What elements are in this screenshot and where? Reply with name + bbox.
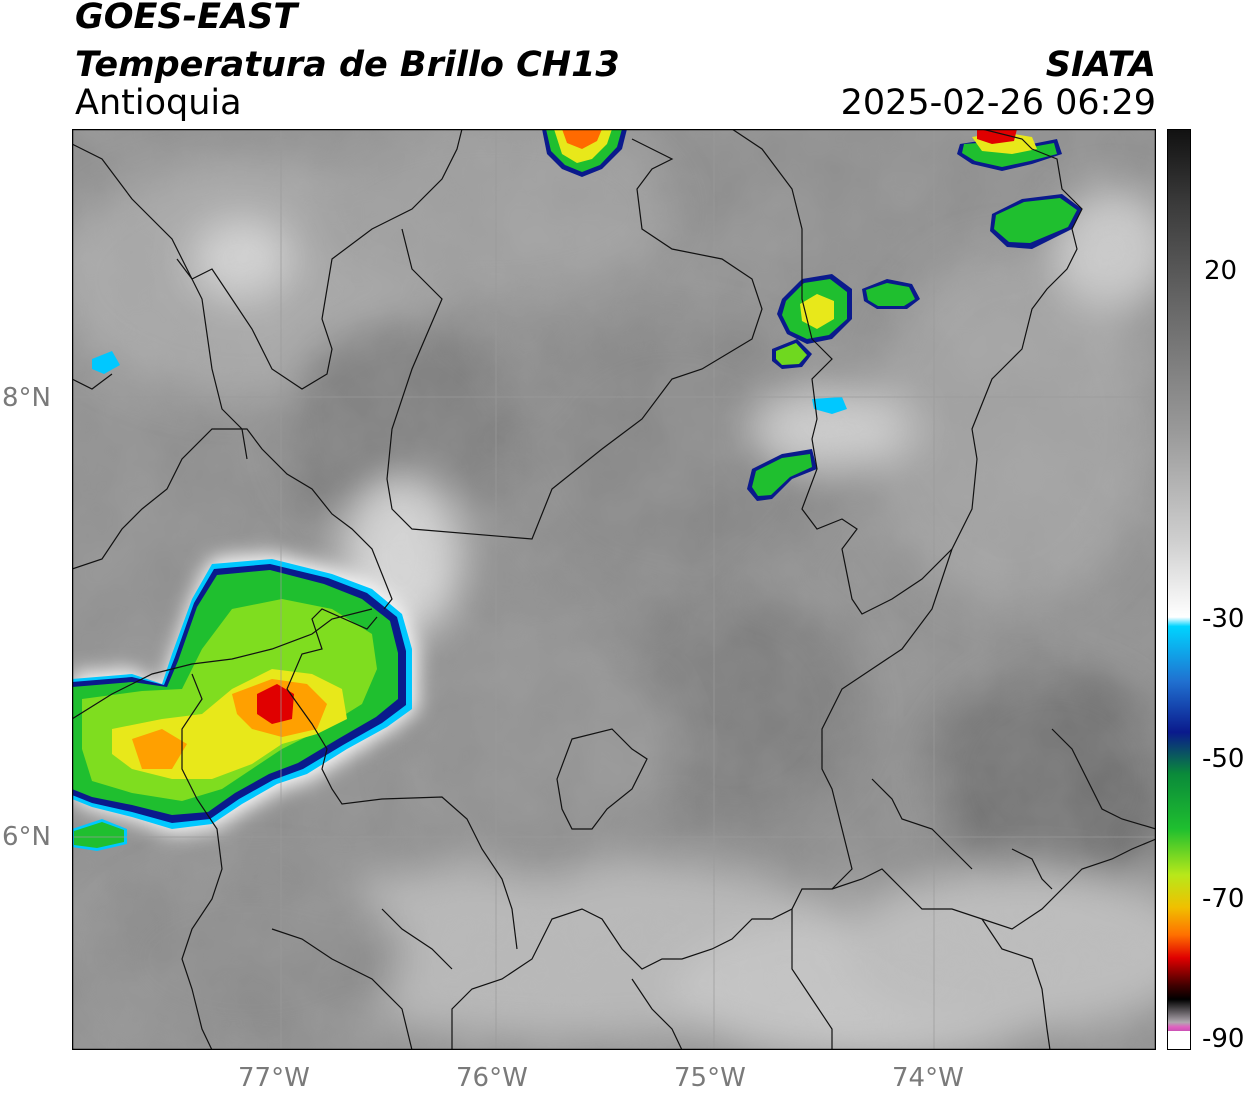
title-product: Temperatura de Brillo CH13 xyxy=(75,45,620,85)
boundaries xyxy=(72,129,1156,1050)
colorbar-tick-20: 20 xyxy=(1204,256,1238,286)
colorbar-tick-neg90: -90 xyxy=(1202,1024,1245,1054)
lon-label-76w: 76°W xyxy=(456,1063,528,1093)
convective-storm-northeast xyxy=(92,129,1082,501)
lon-label-75w: 75°W xyxy=(674,1063,746,1093)
satellite-map xyxy=(72,129,1156,1050)
colorbar-tick-neg70: -70 xyxy=(1202,884,1245,914)
lon-label-74w: 74°W xyxy=(892,1063,964,1093)
graticule xyxy=(72,129,1156,1050)
colorbar-tick-neg30: -30 xyxy=(1202,604,1245,634)
lon-label-77w: 77°W xyxy=(238,1063,310,1093)
convective-storm-north xyxy=(542,129,627,177)
title-satellite: GOES-EAST xyxy=(75,0,298,37)
colorbar-tick-neg50: -50 xyxy=(1202,744,1245,774)
region-label: Antioquia xyxy=(75,83,242,123)
lat-label-6n: 6°N xyxy=(2,822,51,852)
datetime-label: 2025-02-26 06:29 xyxy=(840,83,1156,123)
organization-label: SIATA xyxy=(1045,45,1156,85)
lat-label-8n: 8°N xyxy=(2,383,51,413)
temperature-colorbar xyxy=(1167,129,1191,1050)
